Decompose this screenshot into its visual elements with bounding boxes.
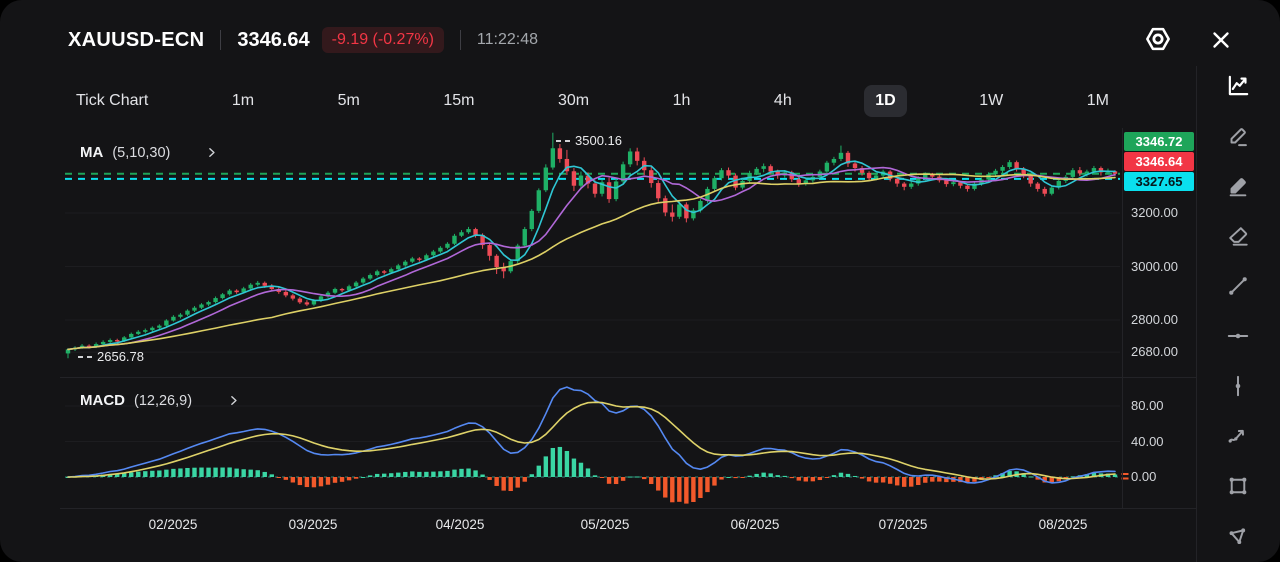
tab-1m[interactable]: 1M bbox=[1076, 85, 1120, 117]
close-icon[interactable] bbox=[1206, 25, 1236, 55]
tab-30m[interactable]: 30m bbox=[547, 85, 600, 117]
time-tick-label: 04/2025 bbox=[435, 517, 485, 532]
time-tick-label: 03/2025 bbox=[288, 517, 338, 532]
tool-chart-style[interactable] bbox=[1216, 64, 1260, 108]
time-tick-label: 07/2025 bbox=[878, 517, 928, 532]
ma-indicator-label[interactable]: MA (5,10,30) bbox=[80, 144, 218, 161]
ma-params: (5,10,30) bbox=[112, 144, 171, 161]
price-tick-label: 3200.00 bbox=[1131, 205, 1178, 220]
time-tick-label: 05/2025 bbox=[580, 517, 630, 532]
eraser-icon bbox=[1229, 227, 1248, 246]
axis-border bbox=[1122, 128, 1123, 508]
vertical-line-icon bbox=[1235, 375, 1241, 397]
tool-trend-line[interactable] bbox=[1216, 264, 1260, 308]
tab-15m[interactable]: 15m bbox=[432, 85, 485, 117]
tool-horizontal-line[interactable] bbox=[1216, 314, 1260, 358]
tool-eraser[interactable] bbox=[1216, 214, 1260, 258]
tab-1m[interactable]: 1m bbox=[221, 85, 265, 117]
settings-icon[interactable] bbox=[1140, 21, 1176, 57]
tool-trend-arrow[interactable] bbox=[1216, 414, 1260, 458]
macd-params: (12,26,9) bbox=[134, 392, 193, 409]
tool-draw-alt[interactable] bbox=[1216, 164, 1260, 208]
macd-indicator-label[interactable]: MACD (12,26,9) bbox=[80, 392, 240, 409]
header: XAUUSD-ECN 3346.64 -9.19 (-0.27%) 11:22:… bbox=[68, 22, 538, 58]
horizontal-line-icon bbox=[1227, 333, 1249, 339]
header-divider bbox=[459, 30, 461, 50]
time-tick-label: 08/2025 bbox=[1038, 517, 1088, 532]
high-price-annotation: 3500.16 bbox=[556, 133, 622, 148]
pencil-underline-icon bbox=[1229, 178, 1247, 197]
low-price-annotation: 2656.78 bbox=[78, 349, 144, 364]
panel-separator bbox=[60, 377, 1196, 378]
annotation-dash bbox=[78, 355, 92, 358]
tool-draw[interactable] bbox=[1216, 114, 1260, 158]
symbol-title: XAUUSD-ECN bbox=[68, 28, 205, 51]
tool-polygon[interactable] bbox=[1216, 514, 1260, 558]
trend-arrow-icon bbox=[1228, 429, 1244, 443]
polygon-icon bbox=[1229, 528, 1246, 545]
pencil-icon bbox=[1230, 128, 1247, 147]
trend-line-icon bbox=[1229, 277, 1247, 295]
macd-tick-label: 40.00 bbox=[1131, 433, 1164, 449]
tool-rectangle[interactable] bbox=[1216, 464, 1260, 508]
tab-4h[interactable]: 4h bbox=[763, 85, 803, 117]
tab-5m[interactable]: 5m bbox=[327, 85, 371, 117]
ref-price-badge: 3327.65 bbox=[1124, 172, 1194, 191]
drawing-toolbar bbox=[1196, 64, 1280, 562]
toolbar-border bbox=[1196, 66, 1197, 562]
price-tick-label: 2800.00 bbox=[1131, 312, 1178, 327]
price-change-badge: -9.19 (-0.27%) bbox=[321, 27, 444, 53]
price-tick-label: 2680.00 bbox=[1131, 344, 1178, 360]
time-tick-label: 02/2025 bbox=[148, 517, 198, 532]
price-tick-label: 3000.00 bbox=[1131, 258, 1178, 274]
low-price-value: 2656.78 bbox=[97, 349, 144, 364]
tab-1w[interactable]: 1W bbox=[968, 85, 1014, 117]
macd-tick-label: 0.00 bbox=[1131, 469, 1157, 484]
last-price-badge: 3346.64 bbox=[1124, 152, 1194, 171]
panel-separator bbox=[60, 508, 1196, 509]
ma-name: MA bbox=[80, 144, 104, 161]
tab-1d[interactable]: 1D bbox=[864, 85, 907, 117]
tool-vertical-line[interactable] bbox=[1216, 364, 1260, 408]
time-tick-label: 06/2025 bbox=[730, 517, 780, 532]
macd-tick-label: 80.00 bbox=[1131, 398, 1164, 413]
tab-1h[interactable]: 1h bbox=[662, 85, 702, 117]
tab-tick-chart[interactable]: Tick Chart bbox=[65, 85, 159, 117]
header-divider bbox=[220, 30, 222, 50]
timeframe-tabs: Tick Chart 1m 5m 15m 30m 1h 4h 1D 1W 1M bbox=[65, 82, 1120, 120]
annotation-dash bbox=[556, 139, 570, 142]
clock: 11:22:48 bbox=[476, 31, 538, 48]
ask-price-badge: 3346.72 bbox=[1124, 132, 1194, 151]
chevron-right-icon[interactable] bbox=[205, 146, 218, 159]
last-price: 3346.64 bbox=[237, 28, 310, 51]
macd-name: MACD bbox=[80, 392, 125, 409]
high-price-value: 3500.16 bbox=[575, 133, 622, 148]
rectangle-icon bbox=[1229, 477, 1247, 495]
chevron-right-icon[interactable] bbox=[227, 394, 240, 407]
line-chart-icon bbox=[1228, 75, 1249, 96]
